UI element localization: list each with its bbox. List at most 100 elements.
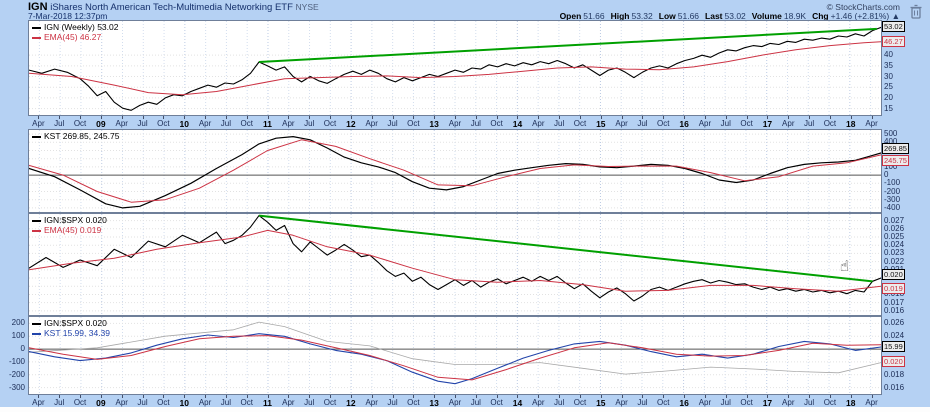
y-axis-label-right: 25 bbox=[884, 82, 893, 92]
date-tick-label: Oct bbox=[740, 398, 753, 407]
chart-subheader: 7-Mar-2018 12:37pm Open 51.66 High 53.32 Low… bbox=[28, 11, 902, 21]
date-tick-mark bbox=[205, 395, 207, 398]
panel-plot bbox=[28, 317, 882, 394]
quote-label-last: Last bbox=[705, 11, 723, 21]
date-tick-mark bbox=[850, 395, 852, 398]
date-tick-mark bbox=[100, 395, 102, 398]
y-axis-label-right: 0.016 bbox=[884, 305, 905, 315]
ticker-symbol[interactable]: IGN bbox=[28, 1, 48, 13]
date-tick-label: Apr bbox=[282, 119, 295, 128]
date-tick-mark bbox=[559, 116, 561, 119]
y-axis-label-left: -300 bbox=[8, 382, 25, 392]
date-tick-mark bbox=[246, 116, 248, 119]
legend-line-swatch bbox=[32, 332, 41, 335]
y-axis-label-right: 40 bbox=[884, 50, 893, 60]
date-tick-label: Oct bbox=[73, 119, 87, 128]
date-tick-mark bbox=[725, 116, 727, 119]
y-axis-label-right: 20 bbox=[884, 92, 893, 102]
legend-line-swatch bbox=[32, 36, 41, 39]
date-tick-label: Jul bbox=[803, 119, 815, 128]
date-tick-label: Jul bbox=[387, 119, 398, 128]
date-tick-mark bbox=[205, 116, 207, 119]
y-axis-label-left: 200 bbox=[11, 318, 25, 328]
date-tick-label: Jul bbox=[220, 119, 231, 128]
date-tick-mark bbox=[871, 116, 873, 119]
date-axis-bottom: Apr Jul Oct 09 Apr Jul Oct 10 Apr Jul Oct 11 Apr Jul O… bbox=[0, 395, 930, 408]
y-axis-label-left: 100 bbox=[11, 331, 25, 341]
date-tick-mark bbox=[455, 395, 456, 398]
date-tick-mark bbox=[725, 395, 727, 398]
date-tick-label: Apr bbox=[365, 398, 378, 407]
date-tick-label: Oct bbox=[573, 398, 587, 407]
y-axis-label-right: -400 bbox=[884, 202, 901, 212]
kst-panel: KST 269.85, 245.75 bbox=[28, 129, 882, 213]
ratio-panel: IGN:$SPX 0.020 EMA(45) 0.019 bbox=[28, 213, 882, 316]
price-panel: IGN (Weekly) 53.02 EMA(45) 46.27 bbox=[28, 20, 882, 116]
date-tick-label: Apr bbox=[365, 119, 378, 128]
date-tick-mark bbox=[704, 395, 706, 398]
last-value-box: 15.99 bbox=[882, 341, 905, 353]
date-tick-label: 15 bbox=[596, 119, 606, 129]
date-tick-mark bbox=[559, 395, 561, 398]
date-tick-mark bbox=[38, 116, 40, 119]
date-tick-label: 10 bbox=[179, 398, 189, 408]
date-tick-mark bbox=[579, 116, 581, 119]
date-tick-label: Apr bbox=[32, 119, 45, 128]
date-tick-mark bbox=[184, 395, 186, 398]
date-tick-label: Jul bbox=[803, 398, 815, 407]
date-tick-mark bbox=[267, 395, 269, 398]
date-tick-label: Apr bbox=[615, 398, 628, 407]
date-tick-mark bbox=[746, 395, 748, 398]
date-tick-mark bbox=[809, 395, 811, 398]
date-tick-label: 18 bbox=[846, 119, 856, 129]
date-tick-mark bbox=[80, 395, 82, 398]
date-tick-label: Jul bbox=[637, 398, 648, 407]
quote-label-open: Open bbox=[559, 11, 582, 21]
date-tick-label: Jul bbox=[554, 398, 565, 407]
y-axis-label-right: 0.026 bbox=[884, 318, 905, 328]
date-tick-label: Jul bbox=[137, 119, 148, 128]
quote-label-chg: Chg bbox=[812, 11, 829, 21]
date-tick-label: Apr bbox=[198, 119, 212, 128]
date-tick-mark bbox=[809, 116, 811, 119]
trash-icon[interactable] bbox=[909, 4, 923, 19]
date-tick-label: 14 bbox=[512, 398, 523, 408]
date-tick-label: 17 bbox=[762, 119, 773, 129]
date-tick-mark bbox=[392, 116, 394, 119]
last-value-box: 245.75 bbox=[882, 154, 909, 166]
date-tick-mark bbox=[829, 116, 831, 119]
date-tick-label: Apr bbox=[532, 398, 545, 407]
legend-text: EMA(45) 0.019 bbox=[44, 225, 102, 235]
date-tick-mark bbox=[538, 116, 540, 119]
date-tick-label: Oct bbox=[323, 119, 337, 128]
date-tick-mark bbox=[663, 116, 665, 119]
date-tick-label: Apr bbox=[448, 398, 462, 407]
date-tick-mark bbox=[850, 116, 852, 119]
date-tick-label: Jul bbox=[304, 119, 315, 128]
date-tick-mark bbox=[684, 116, 686, 119]
last-value-box: 46.27 bbox=[882, 35, 905, 47]
last-value-box: 269.85 bbox=[882, 142, 909, 154]
date-tick-mark bbox=[767, 395, 769, 398]
date-tick-label: 13 bbox=[429, 119, 439, 129]
panel-plot bbox=[28, 21, 882, 115]
date-tick-mark bbox=[163, 395, 165, 398]
quote-label-low: Low bbox=[658, 11, 676, 21]
date-tick-mark bbox=[517, 395, 519, 398]
date-tick-label: Oct bbox=[657, 398, 670, 407]
bottom-margin bbox=[0, 407, 930, 412]
date-tick-mark bbox=[392, 395, 394, 398]
legend-entry: KST 269.85, 245.75 bbox=[32, 131, 119, 141]
panel-plot bbox=[28, 130, 882, 212]
date-tick-label: Oct bbox=[323, 398, 337, 407]
panel-legend: IGN:$SPX 0.020 EMA(45) 0.019 bbox=[32, 215, 107, 235]
date-tick-label: Oct bbox=[73, 398, 87, 407]
date-tick-label: 17 bbox=[762, 398, 773, 408]
date-tick-mark bbox=[600, 395, 602, 398]
date-tick-label: Apr bbox=[782, 398, 795, 407]
y-axis-label-right: 100 bbox=[884, 161, 898, 171]
y-axis-label-right: 400 bbox=[884, 137, 898, 147]
chart-header: IGN iShares North American Tech-Multimed… bbox=[28, 1, 902, 13]
date-tick-mark bbox=[496, 395, 498, 398]
y-axis-label-right: -300 bbox=[884, 194, 901, 204]
